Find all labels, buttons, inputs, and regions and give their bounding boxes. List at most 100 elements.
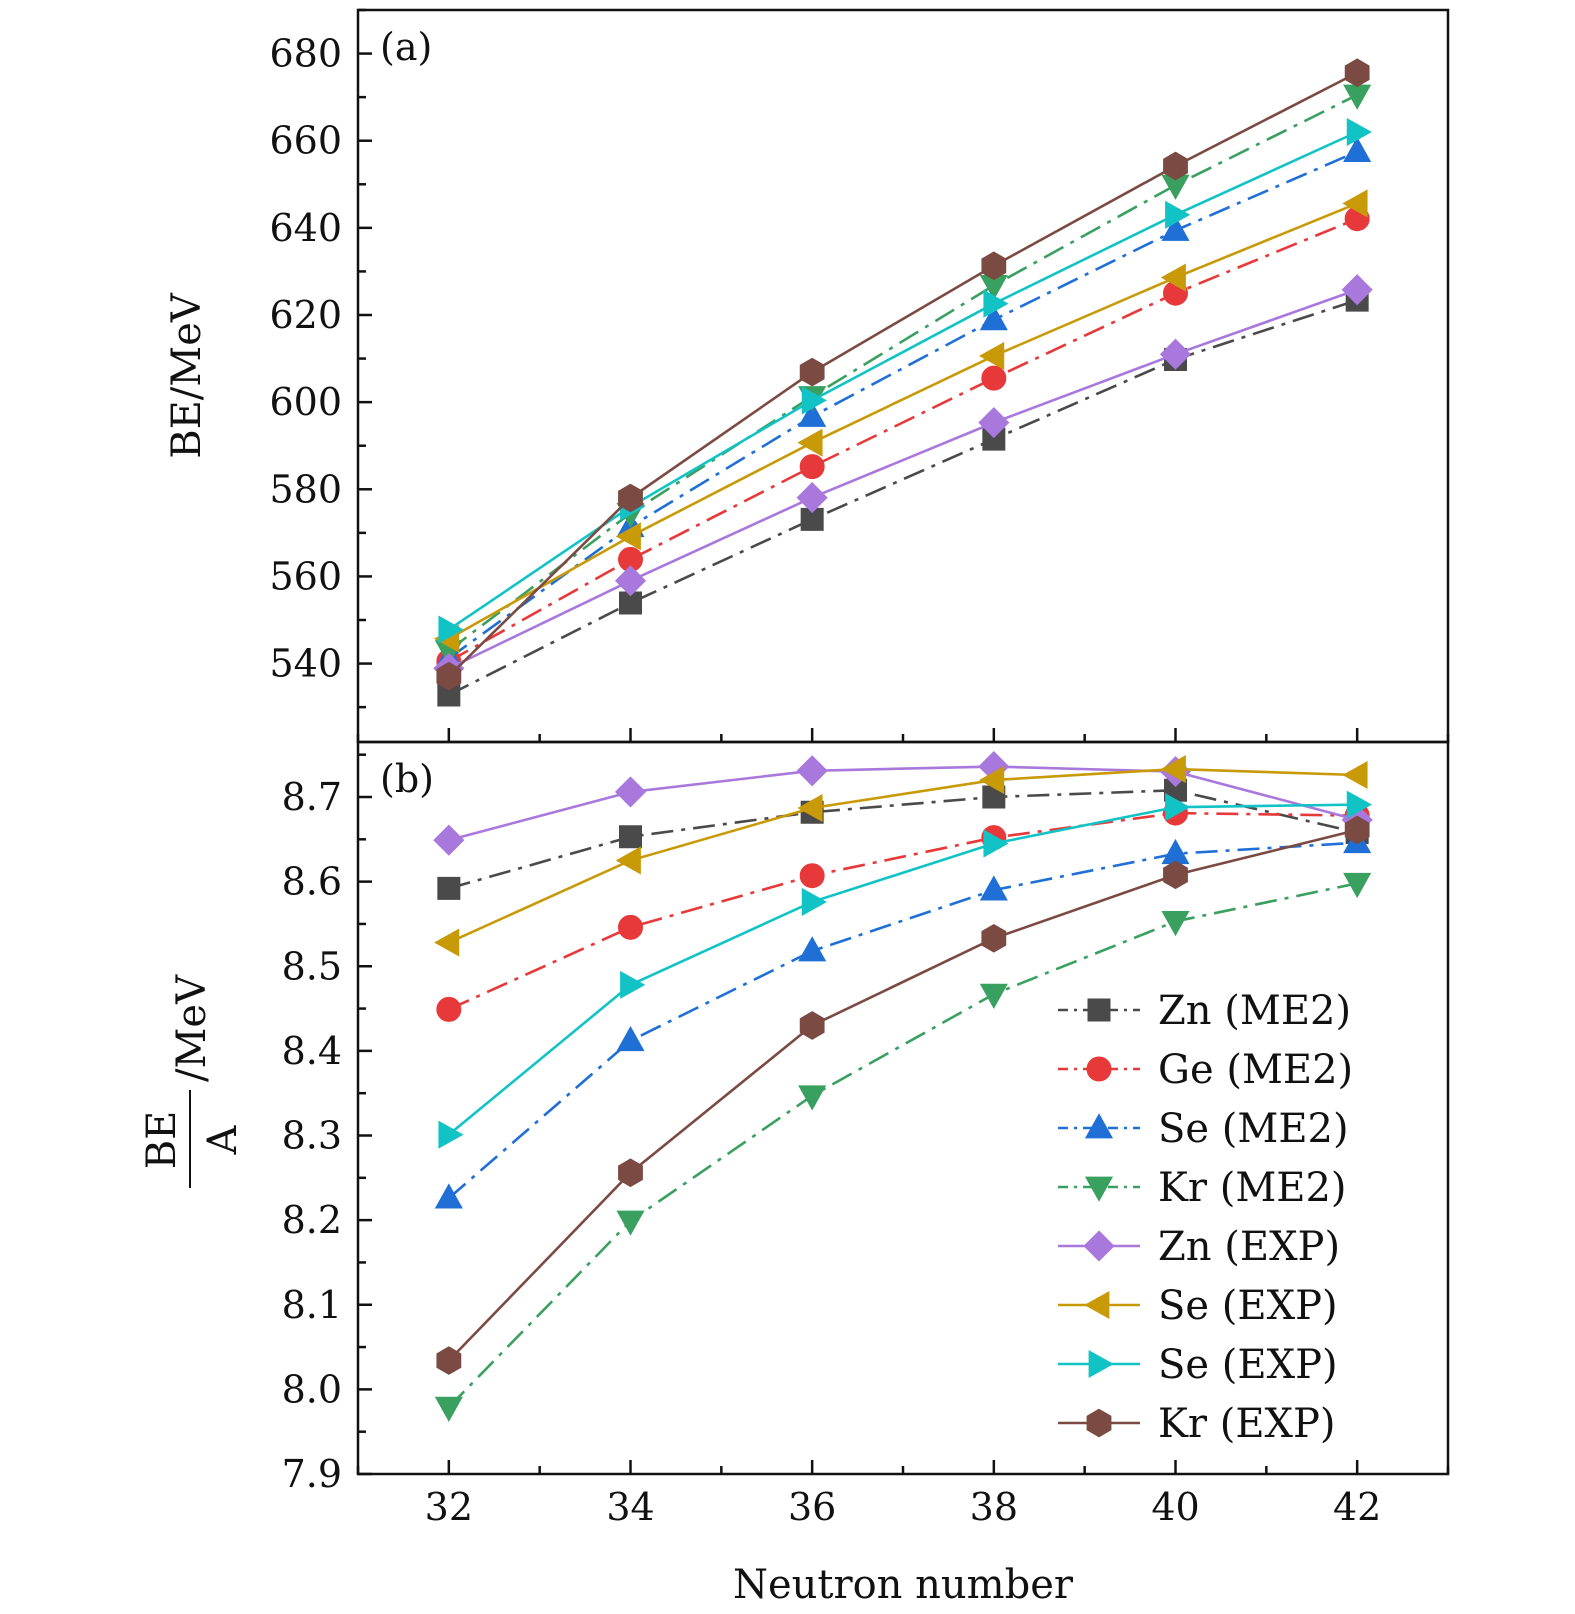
panel-b-y-title-unit: /MeV bbox=[169, 974, 215, 1082]
data-point bbox=[434, 928, 460, 957]
panel-b-y-title-denominator: A bbox=[200, 1124, 246, 1155]
legend-item: Kr (EXP) bbox=[1058, 1401, 1336, 1447]
y-tick-label-b: 8.0 bbox=[282, 1367, 342, 1411]
series-line bbox=[447, 841, 1358, 1200]
data-point bbox=[618, 483, 643, 513]
data-point bbox=[434, 1183, 463, 1209]
panel-b-label: (b) bbox=[380, 757, 434, 801]
data-point bbox=[618, 1158, 643, 1188]
data-point bbox=[799, 454, 825, 480]
data-point bbox=[979, 341, 1005, 371]
y-tick-label-b: 8.7 bbox=[282, 775, 342, 819]
legend-marker bbox=[1086, 1408, 1112, 1438]
data-point bbox=[438, 1120, 464, 1149]
y-tick-label-b: 7.9 bbox=[282, 1452, 342, 1496]
data-point bbox=[616, 1210, 645, 1236]
data-point bbox=[979, 875, 1008, 901]
legend-item: Se (EXP) bbox=[1058, 1283, 1338, 1329]
x-tick-label: 40 bbox=[1151, 1485, 1199, 1529]
data-point bbox=[983, 289, 1009, 318]
series-line bbox=[448, 288, 1358, 670]
data-point bbox=[618, 914, 643, 940]
data-point bbox=[1342, 189, 1368, 218]
data-point bbox=[1163, 151, 1188, 181]
legend-item: Ge (ME2) bbox=[1058, 1047, 1353, 1093]
data-point bbox=[1344, 815, 1370, 845]
x-axis-title: Neutron number bbox=[733, 1562, 1074, 1608]
series-b-2 bbox=[434, 827, 1372, 1209]
data-point bbox=[978, 407, 1010, 439]
panel-b-series bbox=[433, 750, 1373, 1422]
y-tick-label-b: 8.6 bbox=[282, 860, 342, 904]
data-point bbox=[1343, 136, 1372, 163]
data-point bbox=[615, 846, 641, 875]
legend-label: Se (EXP) bbox=[1158, 1342, 1338, 1388]
data-point bbox=[1165, 200, 1191, 229]
panel-b-frame bbox=[356, 740, 1450, 1476]
panel-b-y-title-numerator: BE bbox=[139, 1111, 185, 1170]
legend-label: Ge (ME2) bbox=[1158, 1047, 1353, 1093]
data-point bbox=[620, 970, 646, 999]
x-tick-label: 36 bbox=[788, 1485, 836, 1529]
legend-marker bbox=[1087, 998, 1111, 1022]
legend-label: Se (ME2) bbox=[1158, 1106, 1349, 1152]
y-tick-label-a: 560 bbox=[269, 554, 342, 598]
series-line bbox=[448, 93, 1358, 652]
panel-a-label: (a) bbox=[380, 25, 432, 69]
data-point bbox=[437, 876, 461, 900]
data-point bbox=[1342, 760, 1368, 790]
data-point bbox=[799, 863, 825, 889]
data-point bbox=[798, 936, 827, 962]
series-line bbox=[447, 882, 1358, 1409]
panel-a-y-axis-title: BE/MeV bbox=[164, 292, 210, 459]
data-point bbox=[1341, 274, 1373, 306]
data-point bbox=[796, 755, 828, 787]
data-point bbox=[436, 996, 462, 1022]
y-tick-label-b: 8.2 bbox=[282, 1198, 342, 1242]
data-point bbox=[1343, 872, 1372, 899]
data-point bbox=[1165, 793, 1191, 822]
series-line bbox=[448, 803, 1358, 1136]
data-point bbox=[798, 1085, 827, 1111]
legend-item: Se (EXP) bbox=[1058, 1342, 1338, 1388]
data-point bbox=[1160, 263, 1186, 292]
legend-marker bbox=[1088, 1349, 1114, 1379]
legend-marker bbox=[1084, 1290, 1110, 1320]
data-point bbox=[796, 482, 828, 514]
legend-item: Kr (ME2) bbox=[1058, 1165, 1347, 1211]
legend: Zn (ME2) Ge (ME2) Se (ME2) Kr (ME2) Zn (EXP)… bbox=[1058, 988, 1353, 1447]
data-point bbox=[614, 776, 647, 808]
data-point bbox=[619, 825, 642, 849]
data-point bbox=[797, 428, 823, 457]
data-point bbox=[979, 305, 1008, 331]
y-tick-label-b: 8.4 bbox=[282, 1029, 342, 1073]
panel-a-series bbox=[433, 58, 1373, 707]
x-tick-label: 34 bbox=[606, 1485, 654, 1529]
data-point bbox=[1346, 117, 1372, 147]
series-a-7 bbox=[436, 58, 1370, 691]
legend-marker bbox=[1084, 1113, 1114, 1139]
x-tick-label: 32 bbox=[425, 1485, 473, 1529]
data-point bbox=[1159, 338, 1192, 370]
series-line bbox=[448, 202, 1358, 640]
data-point bbox=[1161, 215, 1190, 241]
series-b-7 bbox=[436, 815, 1370, 1375]
y-tick-label-a: 660 bbox=[269, 119, 342, 163]
data-point bbox=[616, 1025, 645, 1052]
series-line bbox=[448, 811, 1358, 1011]
series-line bbox=[448, 767, 1358, 944]
panel-b: 7.98.08.18.28.38.48.58.68.732 34 36 38 40 42 … bbox=[139, 740, 1450, 1529]
data-point bbox=[797, 793, 823, 823]
y-tick-label-a: 580 bbox=[269, 467, 342, 511]
data-point bbox=[981, 924, 1007, 953]
data-point bbox=[438, 615, 464, 644]
y-tick-label-b: 8.3 bbox=[282, 1114, 342, 1158]
panel-a-ticks: 540 560 580 600 620 640 660 680 bbox=[269, 8, 1450, 742]
series-line bbox=[448, 150, 1358, 660]
legend-item: Zn (EXP) bbox=[1058, 1224, 1340, 1270]
legend-label: Zn (EXP) bbox=[1158, 1224, 1340, 1270]
y-tick-label-a: 680 bbox=[269, 32, 342, 76]
legend-label: Se (EXP) bbox=[1158, 1283, 1338, 1329]
